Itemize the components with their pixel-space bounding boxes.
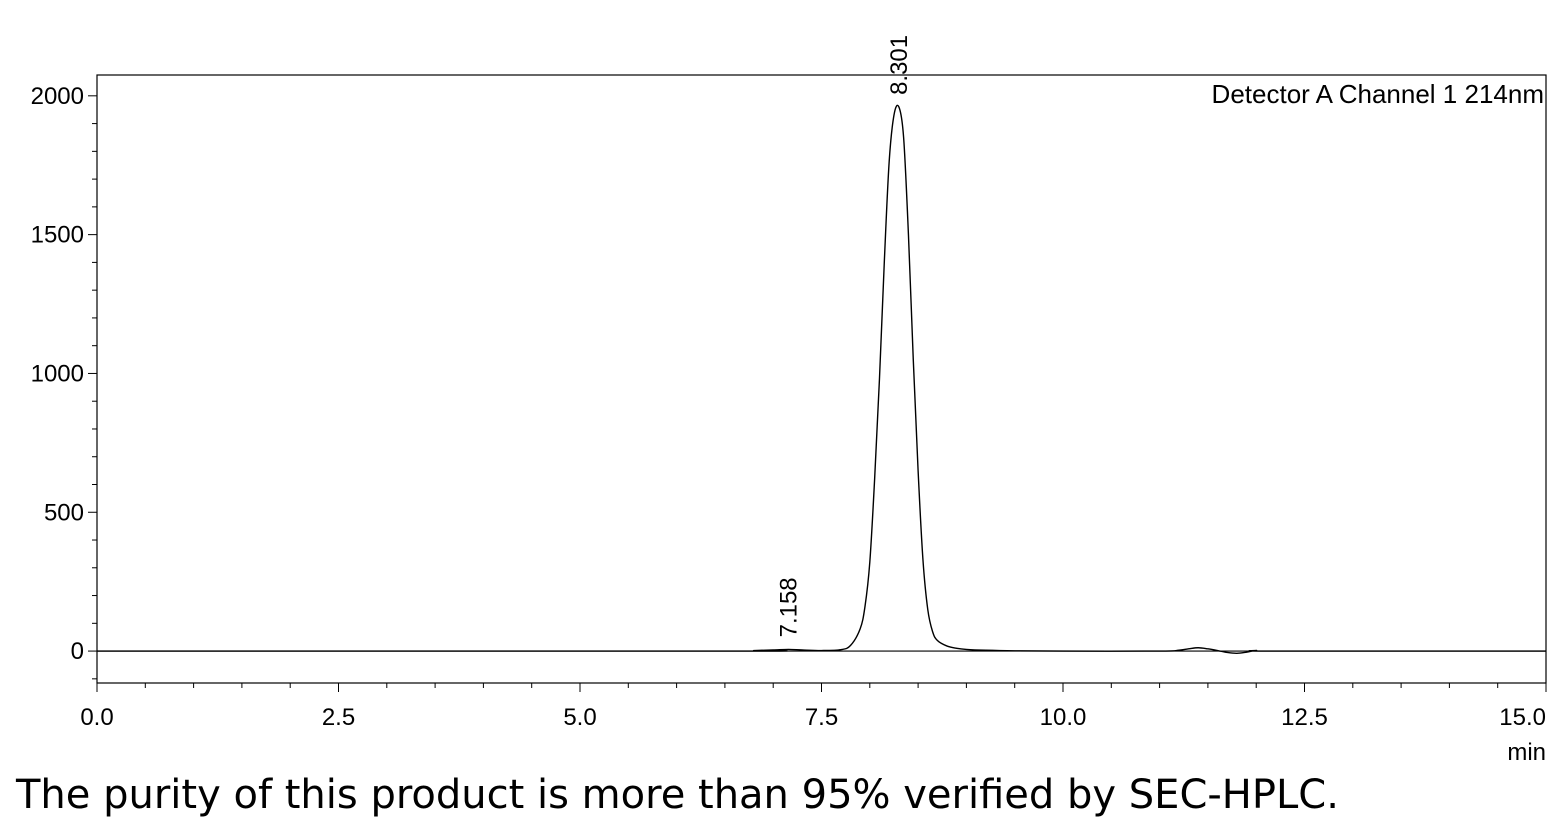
purity-caption: The purity of this product is more than … [16,772,1339,818]
x-tick-label: 0.0 [80,704,113,731]
peak-labels: 7.158 8.301 [775,35,912,638]
peak-label: 8.301 [886,35,913,95]
plot-frame [96,74,1547,684]
x-tick-label: 10.0 [1040,704,1087,731]
x-axis: 0.0 2.5 5.0 7.5 10.0 12.5 15.0 [80,683,1547,731]
y-tick-label: 1000 [31,360,84,387]
x-tick-label: 5.0 [563,704,596,731]
peak-label: 7.158 [775,577,802,637]
x-tick-label: 2.5 [322,704,355,731]
x-tick-label: 15.0 [1499,704,1546,731]
x-tick-label: 12.5 [1281,704,1328,731]
y-tick-label: 2000 [31,83,84,110]
chromatogram-chart: 0 500 1000 1500 2000 0.0 2.5 5.0 7.5 10.0 12.5 15.… [31,35,1547,766]
x-unit-label: min [1507,739,1546,766]
chromatogram-trace [96,104,1547,654]
y-tick-label: 0 [71,638,84,665]
y-axis: 0 500 1000 1500 2000 [31,83,97,680]
x-tick-label: 7.5 [805,704,838,731]
y-tick-label: 1500 [31,222,84,249]
legend-label: Detector A Channel 1 214nm [1212,79,1544,109]
y-tick-label: 500 [44,499,84,526]
